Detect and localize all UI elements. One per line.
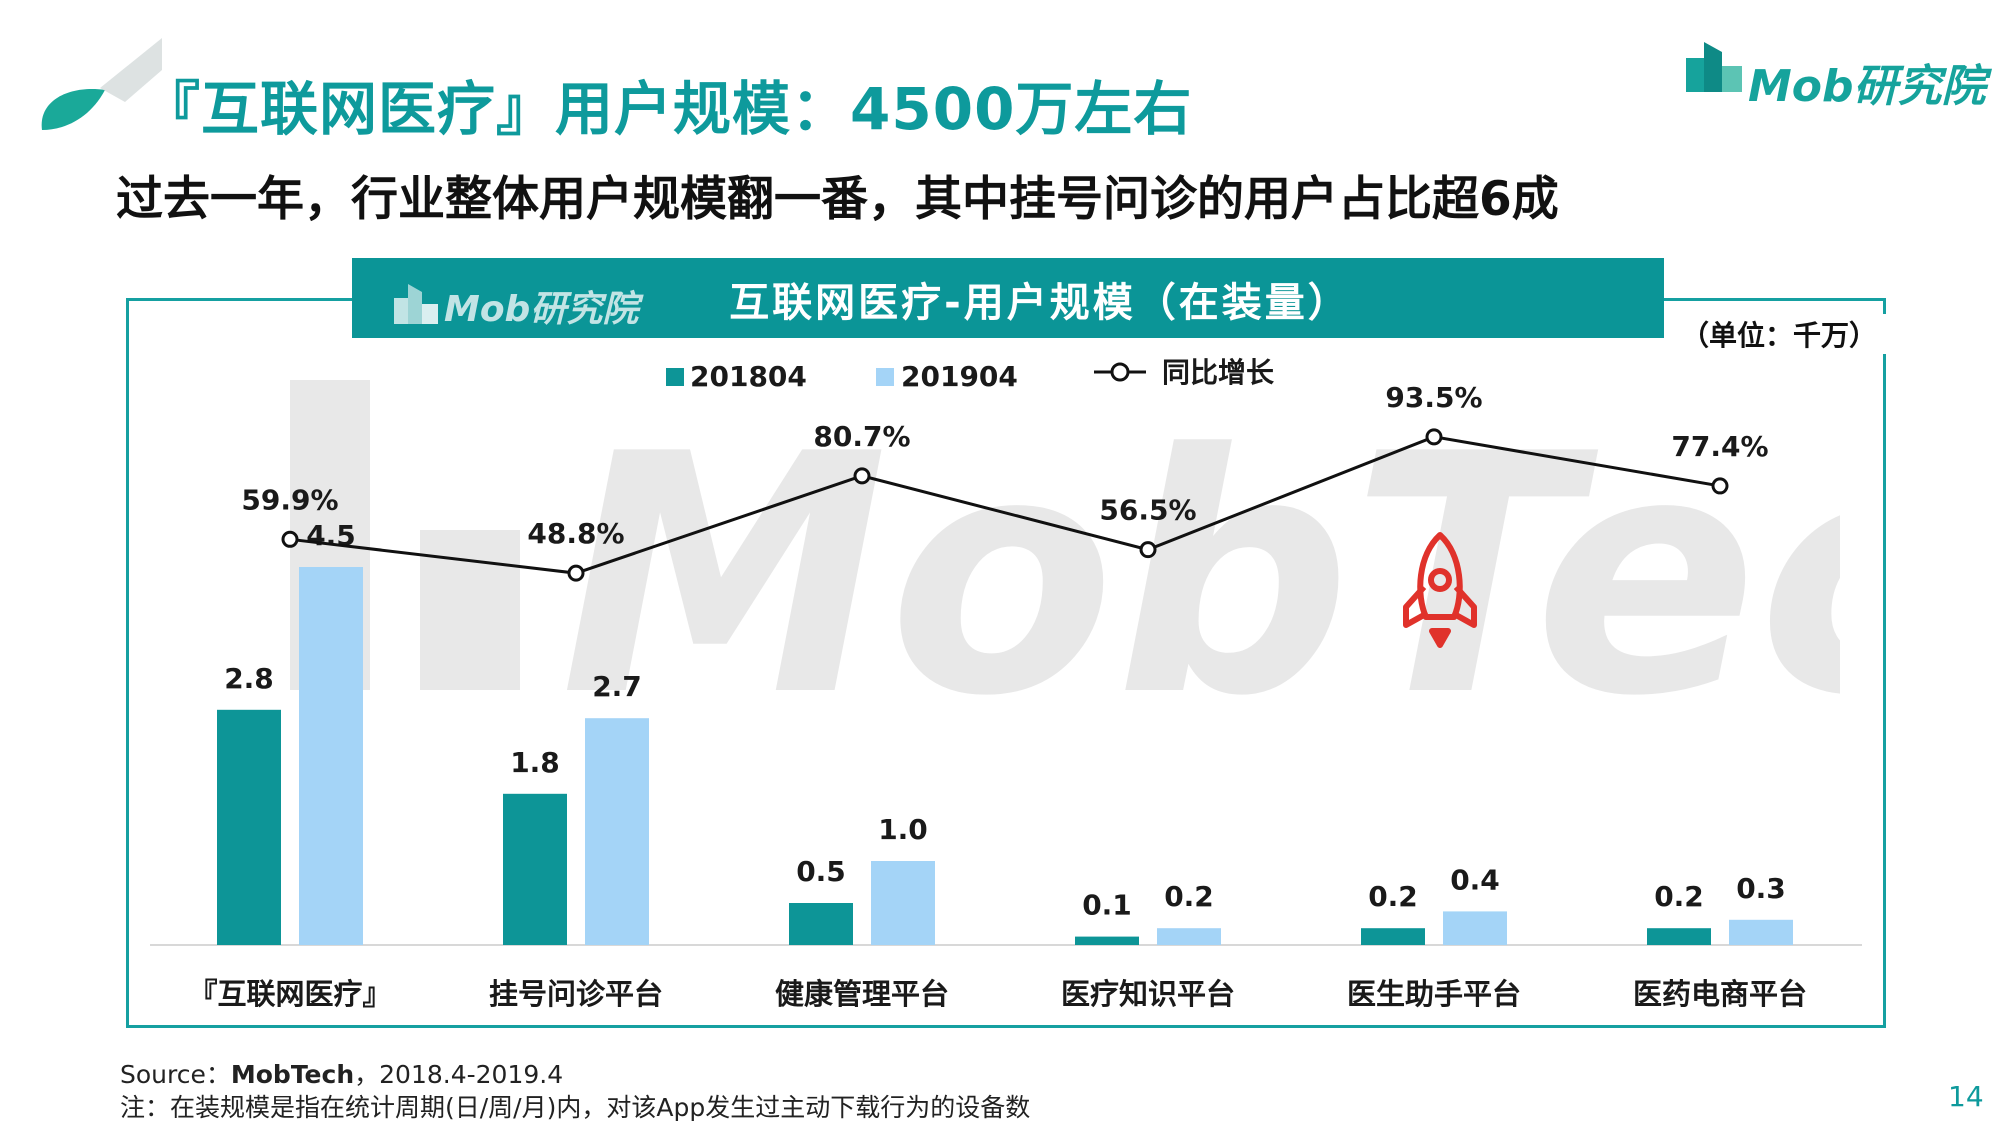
bar-label-201804-2: 0.5 <box>796 855 846 888</box>
mobtech-watermark: MobTech <box>190 380 1840 720</box>
legend-line-dot <box>1110 362 1130 382</box>
bar-label-201904-3: 0.2 <box>1164 880 1214 913</box>
rocket-icon <box>1403 532 1477 648</box>
growth-label-1: 48.8% <box>527 517 624 550</box>
bar-label-201804-5: 0.2 <box>1654 880 1704 913</box>
bar-label-201804-3: 0.1 <box>1082 889 1132 922</box>
bar-201804-0 <box>217 709 281 945</box>
note-line: 注：在装规模是指在统计周期(日/周/月)内，对该App发生过主动下载行为的设备数 <box>120 1093 1031 1122</box>
bar-label-201804-0: 2.8 <box>224 662 274 695</box>
chart-title: 互联网医疗-用户规模（在装量） <box>729 280 1351 326</box>
growth-label-0: 59.9% <box>241 483 338 516</box>
legend-swatch-201904 <box>876 368 894 386</box>
mob-logo-icon <box>1686 42 1742 92</box>
banner-logo-icon <box>394 284 438 324</box>
source-brand: MobTech <box>230 1060 355 1089</box>
legend-label-201904: 201904 <box>901 360 1018 393</box>
chart-legend: 201804 201904 同比增长 <box>666 356 1274 393</box>
bar-201904-0 <box>299 567 363 945</box>
page-number: 14 <box>1948 1080 1984 1113</box>
source-line: Source：MobTech，2018.4-2019.4 <box>120 1055 563 1091</box>
growth-point-2 <box>853 467 871 485</box>
chart-banner <box>352 258 1664 338</box>
bar-201904-3 <box>1157 928 1221 945</box>
bar-201804-3 <box>1075 936 1139 945</box>
bar-label-201904-2: 1.0 <box>878 813 928 846</box>
growth-label-5: 77.4% <box>1671 430 1768 463</box>
unit-label: （单位：千万） <box>1666 314 1892 354</box>
x-tick-label-0: 『互联网医疗』 <box>188 977 391 1011</box>
x-tick-label-5: 医药电商平台 <box>1633 977 1807 1011</box>
bar-label-201804-1: 1.8 <box>510 746 560 779</box>
bar-label-201904-4: 0.4 <box>1450 863 1500 896</box>
legend-label-growth: 同比增长 <box>1162 356 1274 389</box>
title-decoration-leaf-icon <box>41 38 162 130</box>
growth-label-2: 80.7% <box>813 420 910 453</box>
watermark-text: MobTech <box>560 384 1840 720</box>
growth-point-0 <box>281 530 299 548</box>
banner-logo: Mob研究院 <box>444 289 639 330</box>
x-tick-label-2: 健康管理平台 <box>775 977 949 1011</box>
page-subtitle: 过去一年，行业整体用户规模翻一番，其中挂号问诊的用户占比超6成 <box>116 172 1559 227</box>
growth-label-3: 56.5% <box>1099 494 1196 527</box>
source-period: ，2018.4-2019.4 <box>354 1060 564 1089</box>
bar-201804-5 <box>1647 928 1711 945</box>
growth-point-1 <box>567 564 585 582</box>
growth-label-4: 93.5% <box>1385 381 1482 414</box>
x-tick-label-3: 医疗知识平台 <box>1061 977 1235 1011</box>
growth-point-3 <box>1139 541 1157 559</box>
bar-201804-2 <box>789 903 853 945</box>
bar-201904-2 <box>871 861 935 945</box>
growth-point-5 <box>1711 477 1729 495</box>
bar-201904-5 <box>1729 919 1793 945</box>
page-title: 『互联网医疗』用户规模：4500万左右 <box>142 75 1193 143</box>
bar-201804-4 <box>1361 928 1425 945</box>
source-prefix: Source： <box>120 1060 231 1089</box>
x-tick-label-4: 医生助手平台 <box>1347 977 1521 1011</box>
growth-line <box>289 435 1721 575</box>
bar-201904-1 <box>585 718 649 945</box>
legend-label-201804: 201804 <box>690 360 807 393</box>
x-tick-label-1: 挂号问诊平台 <box>489 977 663 1011</box>
bar-201804-1 <box>503 793 567 945</box>
growth-point-4 <box>1425 428 1443 446</box>
bar-label-201804-4: 0.2 <box>1368 880 1418 913</box>
bar-201904-4 <box>1443 911 1507 945</box>
legend-swatch-201804 <box>666 368 684 386</box>
bar-label-201904-5: 0.3 <box>1736 872 1786 905</box>
mob-research-logo: Mob研究院 <box>1748 61 1986 112</box>
bar-label-201904-1: 2.7 <box>592 670 642 703</box>
